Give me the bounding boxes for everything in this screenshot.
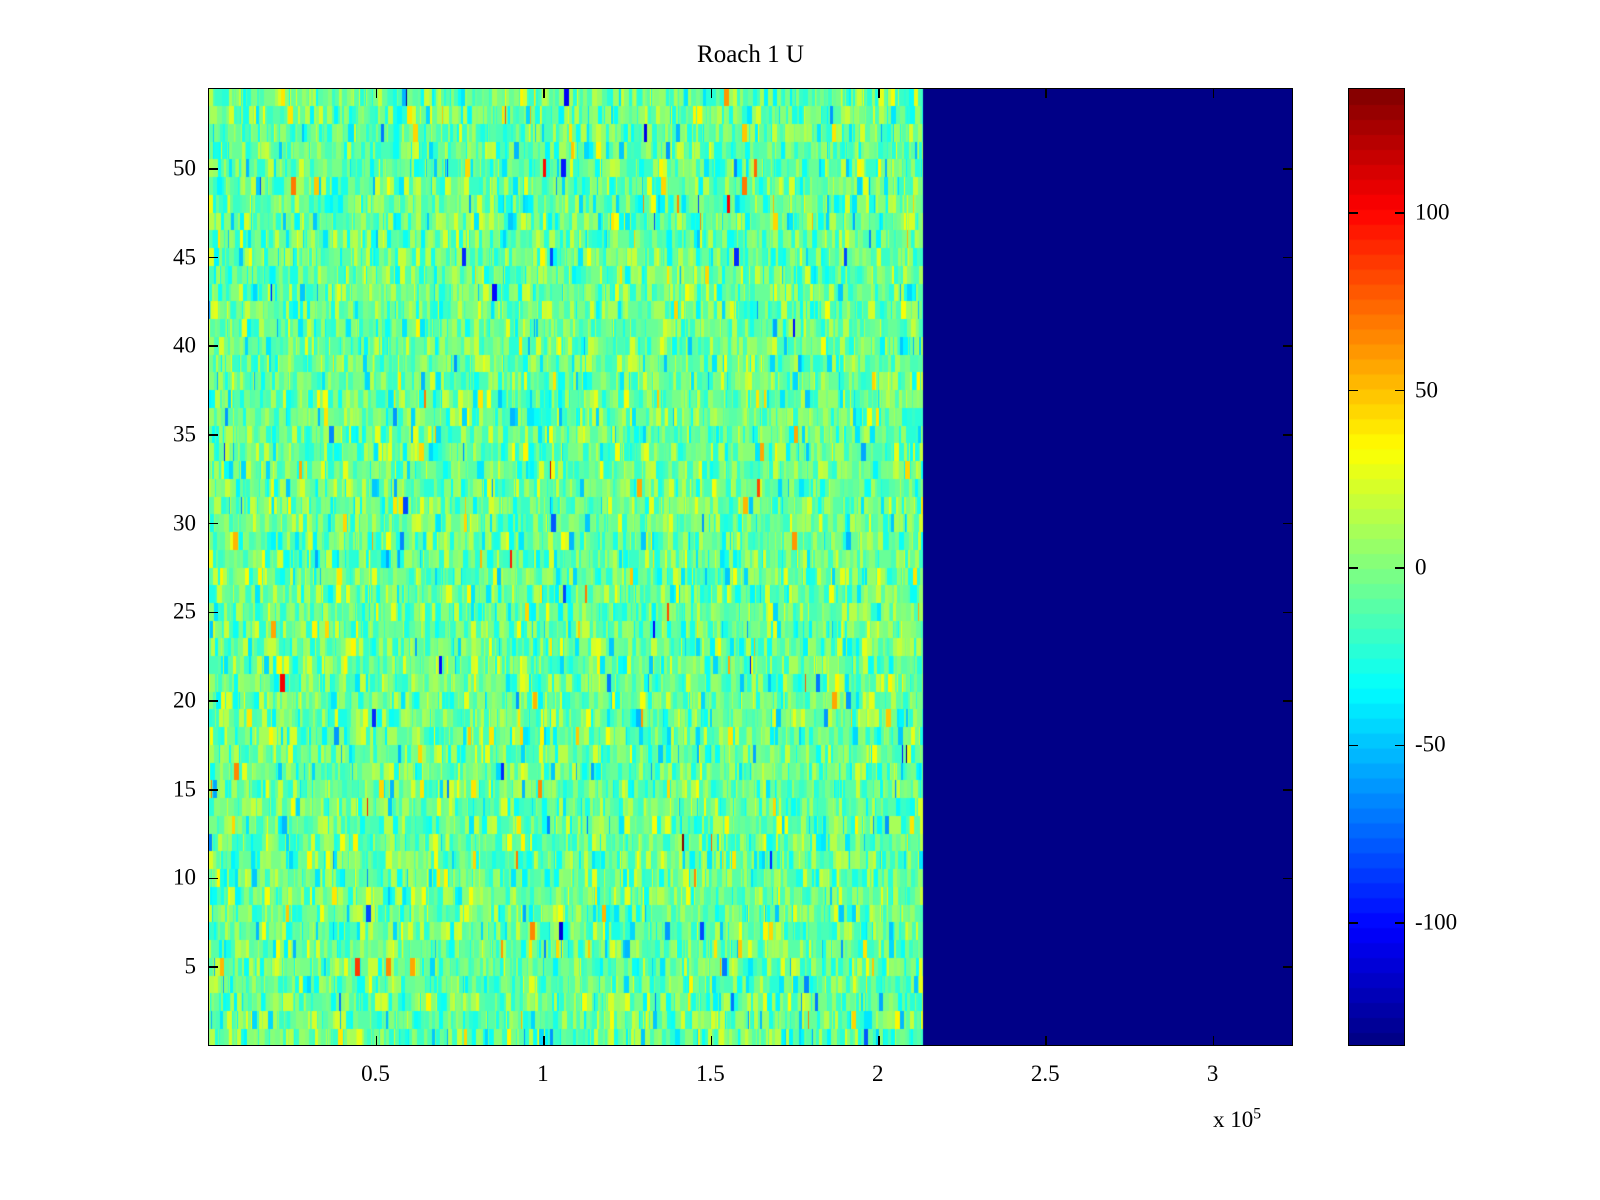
x-tick-mark — [543, 89, 545, 98]
y-tick-label: 50 — [173, 155, 196, 181]
y-tick-mark — [209, 522, 218, 525]
y-tick-mark — [209, 256, 218, 259]
x-tick-mark — [710, 1036, 713, 1045]
y-tick-label: 30 — [173, 510, 196, 536]
y-tick-mark — [209, 966, 218, 968]
y-tick-mark — [209, 434, 218, 436]
heatmap-image — [209, 89, 1292, 1045]
y-tick-label: 40 — [173, 332, 196, 358]
y-tick-mark — [1283, 877, 1292, 880]
x-tick-mark — [710, 89, 713, 98]
x-tick-mark — [1045, 1036, 1047, 1045]
x-tick-label: 3 — [1206, 1061, 1219, 1086]
colorbar-gradient — [1349, 89, 1404, 1045]
colorbar-tick-mark — [1395, 567, 1404, 569]
x-tick-mark — [878, 1036, 880, 1045]
y-tick-label: 45 — [173, 244, 196, 270]
x-tick-label: 2 — [872, 1061, 884, 1086]
x-tick-mark — [375, 1036, 378, 1045]
colorbar-tick-mark — [1395, 744, 1404, 747]
x-tick-mark — [878, 89, 880, 98]
colorbar-tick-label: 100 — [1415, 199, 1450, 225]
colorbar-tick-mark — [1349, 212, 1358, 214]
colorbar-tick-mark — [1349, 744, 1358, 747]
y-tick-mark — [1283, 966, 1292, 968]
y-tick-mark — [209, 700, 218, 702]
x-exponent-power: 5 — [1253, 1105, 1262, 1123]
x-exponent-base: x 10 — [1213, 1107, 1254, 1132]
x-tick-label: 1.5 — [695, 1061, 725, 1086]
colorbar-tick-mark — [1349, 567, 1358, 569]
x-tick-mark — [1212, 89, 1215, 98]
y-tick-mark — [209, 168, 218, 170]
x-tick-mark — [1212, 1036, 1215, 1045]
y-tick-mark — [1283, 256, 1292, 259]
y-tick-mark — [1283, 434, 1292, 436]
y-tick-label: 10 — [173, 864, 196, 890]
y-tick-mark — [1283, 345, 1292, 347]
y-tick-mark — [1283, 522, 1292, 525]
x-tick-label: 2.5 — [1030, 1061, 1060, 1086]
y-tick-mark — [209, 345, 218, 347]
y-tick-mark — [209, 611, 218, 614]
y-tick-mark — [1283, 611, 1292, 614]
colorbar-tick-label: 0 — [1415, 554, 1427, 580]
colorbar-tick-label: -50 — [1415, 731, 1446, 757]
x-tick-label: 0.5 — [361, 1061, 390, 1086]
colorbar-tick-mark — [1395, 212, 1404, 214]
x-tick-mark — [1045, 89, 1047, 98]
y-tick-mark — [209, 877, 218, 880]
colorbar-tick-label: 50 — [1415, 377, 1438, 403]
y-tick-label: 35 — [173, 421, 196, 447]
heatmap-axes[interactable] — [208, 88, 1293, 1046]
x-axis-exponent-label: x 105 — [1213, 1105, 1262, 1132]
x-tick-label: 1 — [537, 1061, 549, 1086]
y-tick-label: 20 — [173, 687, 196, 713]
colorbar-tick-mark — [1395, 389, 1404, 392]
x-tick-mark — [543, 1036, 545, 1045]
y-tick-label: 5 — [184, 953, 197, 979]
colorbar-tick-mark — [1349, 922, 1358, 924]
colorbar-tick-mark — [1395, 922, 1404, 924]
y-tick-label: 15 — [173, 776, 196, 802]
page-title: Roach 1 U — [697, 41, 804, 68]
y-tick-mark — [1283, 700, 1292, 702]
colorbar-tick-mark — [1349, 389, 1358, 392]
y-tick-mark — [209, 789, 218, 791]
x-tick-mark — [375, 89, 378, 98]
colorbar[interactable] — [1348, 88, 1405, 1046]
y-tick-mark — [1283, 789, 1292, 791]
colorbar-tick-label: -100 — [1415, 909, 1458, 935]
y-tick-mark — [1283, 168, 1292, 170]
y-tick-label: 25 — [173, 598, 196, 624]
